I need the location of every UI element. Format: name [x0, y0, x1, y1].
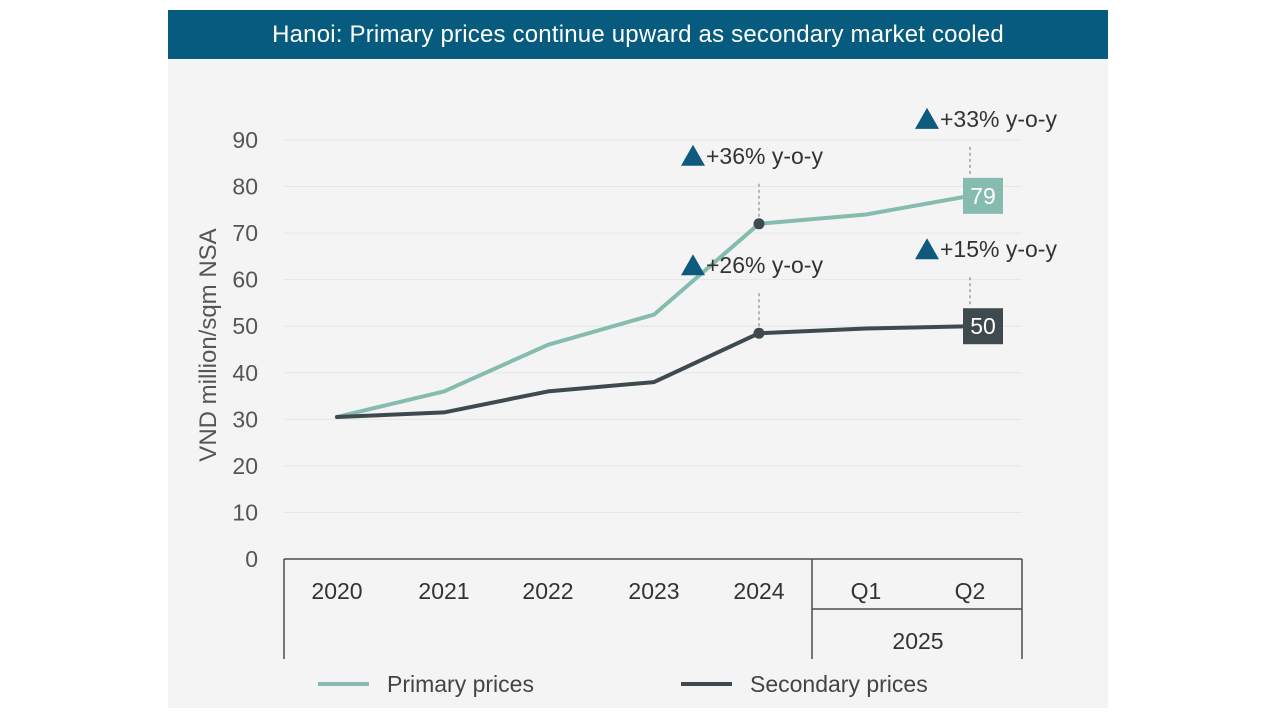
value-label-box-secondary-prices [963, 308, 1003, 345]
annotation-text-2: +26% y-o-y [706, 252, 823, 278]
x-tick-label-2024: 2024 [733, 578, 784, 604]
y-axis-label: VND million/sqm NSA [195, 228, 222, 461]
x-tick-label-2023: 2023 [628, 578, 679, 604]
x-tick-label-q2: Q2 [955, 578, 986, 604]
y-tick-label-90: 90 [232, 127, 258, 153]
y-axis-ticks: 0 10 20 30 40 50 60 70 80 90 [232, 127, 258, 572]
legend-label-secondary-prices: Secondary prices [750, 671, 928, 697]
legend: Primary prices Secondary prices [318, 671, 928, 697]
series-line-secondary-prices [335, 324, 972, 419]
x-tick-label-q1: Q1 [851, 578, 882, 604]
annotation-text-3: +15% y-o-y [940, 236, 1057, 262]
y-tick-label-50: 50 [232, 313, 258, 339]
x-axis: 2020 2021 2022 2023 2024 Q1 Q2 2025 [283, 558, 1023, 659]
y-tick-label-20: 20 [232, 453, 258, 479]
y-tick-label-60: 60 [232, 267, 258, 293]
annotation-text-1: +33% y-o-y [940, 106, 1057, 132]
y-tick-label-80: 80 [232, 174, 258, 200]
up-triangle-icon [681, 144, 705, 166]
annotation-text-0: +36% y-o-y [706, 143, 823, 169]
value-label-primary-prices: 79 [970, 183, 996, 209]
x-tick-label-2020: 2020 [311, 578, 362, 604]
annotations: +36% y-o-y +33% y-o-y +26% y-o-y +15% y-o-y… [681, 106, 1057, 345]
up-triangle-icon [681, 254, 705, 276]
annotation-marker-2 [753, 327, 765, 339]
series [335, 193, 972, 419]
x-tick-label-2021: 2021 [418, 578, 469, 604]
y-tick-label-40: 40 [232, 360, 258, 386]
series-line-primary-prices [335, 193, 972, 419]
y-tick-label-10: 10 [232, 499, 258, 525]
y-tick-label-30: 30 [232, 406, 258, 432]
chart-title: Hanoi: Primary prices continue upward as… [168, 10, 1108, 59]
legend-label-primary-prices: Primary prices [387, 671, 534, 697]
up-triangle-icon [915, 107, 939, 129]
chart-panel [168, 10, 1108, 708]
up-triangle-icon [915, 238, 939, 260]
value-label-secondary-prices: 50 [970, 313, 996, 339]
y-tick-label-70: 70 [232, 220, 258, 246]
x-group-label-2025: 2025 [892, 628, 943, 654]
y-tick-label-0: 0 [245, 546, 258, 572]
annotation-marker-0 [753, 218, 765, 230]
value-label-box-primary-prices [963, 177, 1003, 214]
x-tick-label-2022: 2022 [522, 578, 573, 604]
